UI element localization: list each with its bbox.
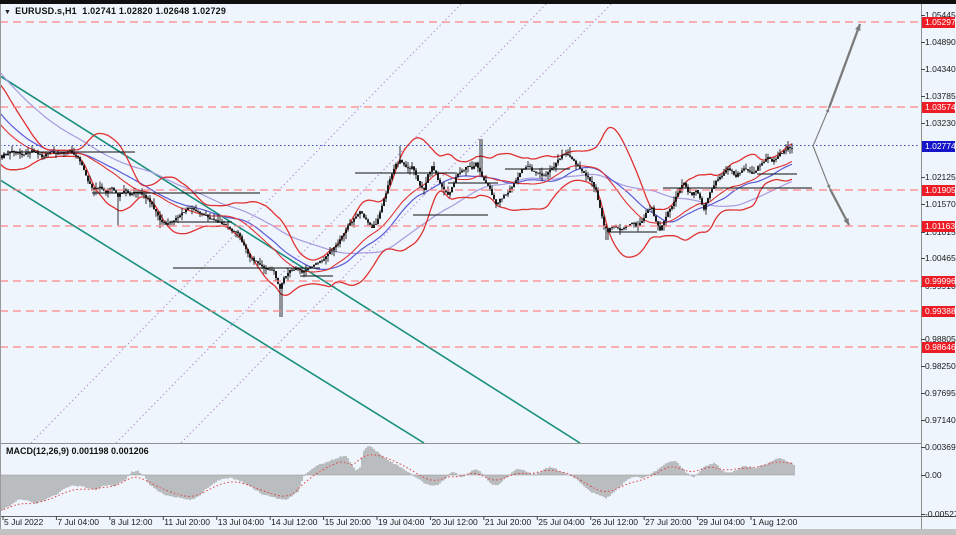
- time-tick-label: 5 Jul 2022: [4, 517, 44, 527]
- violet-channel-line[interactable]: [115, 0, 550, 443]
- macd-axis-label: 0.003696: [925, 442, 956, 452]
- time-tick-label: 14 Jul 12:00: [271, 517, 318, 527]
- price-level-label: 1.01163: [922, 221, 955, 232]
- price-tick-label: 0.98805: [925, 334, 956, 344]
- price-tick-label: 1.01015: [925, 227, 956, 237]
- price-level-label: 1.01905: [922, 185, 956, 196]
- ma-lavender-line: [1, 72, 793, 254]
- macd-axis-label: -0.00527: [925, 509, 956, 519]
- current-price-label: 1.02774: [922, 141, 956, 152]
- time-tick-label: 8 Jul 12:00: [110, 517, 153, 527]
- time-tick-label: 7 Jul 04:00: [57, 517, 100, 527]
- macd-panel[interactable]: [0, 446, 795, 511]
- main-chart-area[interactable]: [0, 0, 920, 443]
- price-tick-label: 1.01570: [925, 199, 956, 209]
- chart-collapse-icon[interactable]: ▼: [4, 9, 12, 16]
- price-tick-label: 1.03785: [925, 91, 956, 101]
- time-tick-label: 27 Jul 20:00: [645, 517, 692, 527]
- time-tick-label: 29 Jul 04:00: [698, 517, 745, 527]
- price-level-label: 0.99388: [922, 306, 956, 317]
- arrow-head: [826, 184, 831, 189]
- macd-indicator-label: MACD(12,26,9) 0.001198 0.001206: [6, 446, 149, 456]
- window-bottom-strip: [0, 529, 956, 535]
- symbol-ohlc-values: 1.02741 1.02820 1.02648 1.02729: [82, 6, 227, 16]
- violet-channel-line[interactable]: [30, 0, 465, 443]
- candlesticks: [1, 139, 793, 317]
- window-top-border: [0, 0, 956, 4]
- price-level-label: 0.98646: [922, 342, 956, 353]
- price-tick-label: 1.04340: [925, 64, 956, 74]
- time-tick-label: 1 Aug 12:00: [752, 517, 798, 527]
- price-tick-label: 0.98250: [925, 361, 956, 371]
- symbol-name: EURUSD.s,H1: [15, 6, 77, 16]
- forecast-arrow[interactable]: [828, 188, 851, 226]
- price-tick-label: 1.05445: [925, 10, 956, 20]
- time-tick-label: 20 Jul 12:00: [431, 517, 478, 527]
- arrow-head: [855, 24, 861, 31]
- price-axis[interactable]: 1.05445 1.04890 1.04340 1.03785 1.03230 1.021…: [921, 4, 956, 529]
- time-tick-label: 11 Jul 20:00: [164, 517, 210, 527]
- time-tick-label: 26 Jul 12:00: [591, 517, 639, 527]
- violet-channel-line[interactable]: [180, 0, 615, 443]
- price-tick-label: 1.00465: [925, 253, 956, 263]
- arrow-head: [825, 108, 830, 113]
- price-level-label: 1.05297: [922, 17, 956, 28]
- time-tick-label: 13 Jul 04:00: [217, 517, 265, 527]
- ma-blue-line: [1, 113, 793, 270]
- time-tick-label: 25 Jul 04:00: [538, 517, 585, 527]
- bollinger-lower-band: [1, 155, 793, 296]
- symbol-info-bar: ▼ EURUSD.s,H1 1.02741 1.02820 1.02648 1.0…: [4, 6, 226, 16]
- price-tick-label: 0.97140: [925, 415, 956, 425]
- forecast-arrow[interactable]: [812, 107, 830, 147]
- time-tick-label: 21 Jul 20:00: [484, 517, 532, 527]
- macd-signal-line: [1, 454, 795, 511]
- time-tick-label: 15 Jul 20:00: [324, 517, 371, 527]
- bollinger-upper-band: [1, 84, 793, 261]
- macd-axis-label: 0.00: [925, 470, 942, 480]
- price-tick-label: 1.02125: [925, 172, 956, 182]
- teal-trendline[interactable]: [0, 75, 581, 443]
- time-axis[interactable]: 5 Jul 2022 7 Jul 04:00 8 Jul 12:00 11 Jul 2…: [0, 517, 921, 529]
- price-tick-label: 1.03230: [925, 118, 956, 128]
- price-tick-label: 1.04890: [925, 37, 956, 47]
- time-tick-label: 19 Jul 04:00: [378, 517, 425, 527]
- arrow-head: [843, 218, 849, 225]
- price-tick-label: 0.97695: [925, 388, 956, 398]
- forecast-arrow[interactable]: [812, 145, 831, 190]
- price-level-label: 0.99996: [922, 276, 956, 287]
- price-level-label: 1.03574: [922, 102, 956, 113]
- forecast-arrow[interactable]: [827, 23, 862, 109]
